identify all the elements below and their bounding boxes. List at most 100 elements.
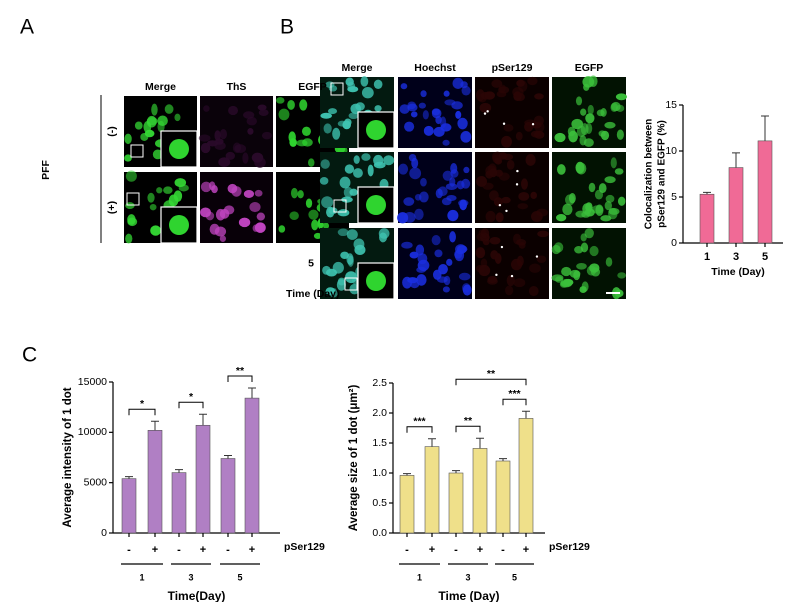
cell bbox=[361, 153, 371, 161]
cell bbox=[200, 142, 211, 154]
cell bbox=[580, 108, 587, 116]
cell bbox=[529, 263, 541, 274]
cell bbox=[323, 123, 332, 134]
cell bbox=[515, 131, 523, 141]
category-label: pSer129 bbox=[284, 541, 325, 553]
bar bbox=[399, 475, 415, 534]
cell bbox=[351, 277, 359, 285]
cell bbox=[200, 181, 212, 193]
cell bbox=[417, 253, 428, 265]
cell bbox=[561, 266, 572, 277]
cell bbox=[433, 126, 445, 137]
significance-bracket bbox=[128, 408, 156, 416]
aggregate bbox=[500, 245, 504, 249]
cell bbox=[219, 208, 230, 219]
panel-label: B bbox=[280, 16, 294, 39]
cell bbox=[346, 253, 354, 265]
error-bar bbox=[476, 437, 484, 449]
cell bbox=[313, 232, 322, 240]
aggregate bbox=[510, 274, 514, 278]
cell bbox=[576, 162, 587, 175]
cell bbox=[605, 194, 615, 203]
cell bbox=[339, 176, 351, 189]
cell bbox=[256, 212, 266, 221]
cell bbox=[528, 286, 539, 297]
cell bbox=[617, 196, 626, 206]
cell bbox=[556, 214, 567, 222]
x-tick-label: + bbox=[249, 544, 255, 556]
cell bbox=[576, 262, 587, 270]
cell bbox=[510, 258, 523, 271]
cell bbox=[249, 201, 261, 213]
cell bbox=[157, 120, 165, 133]
y-tick-label: 0.5 bbox=[372, 497, 387, 509]
cell bbox=[290, 187, 298, 199]
cell bbox=[254, 189, 263, 197]
y-tick-label: 5000 bbox=[84, 476, 108, 488]
y-tick-label: 15 bbox=[665, 99, 677, 111]
cell bbox=[322, 222, 330, 230]
cell bbox=[403, 197, 415, 206]
cell bbox=[491, 79, 503, 88]
cell bbox=[516, 79, 525, 87]
group-label: 3 bbox=[188, 572, 193, 582]
column-header: EGFP bbox=[298, 81, 327, 93]
cell bbox=[149, 203, 157, 211]
cell bbox=[423, 125, 434, 136]
row-label: (+) bbox=[106, 201, 118, 214]
cell bbox=[219, 128, 228, 140]
y-tick-label: 10000 bbox=[78, 426, 107, 438]
error-bar bbox=[199, 413, 207, 426]
cell bbox=[178, 184, 189, 192]
cell bbox=[461, 85, 471, 96]
cell bbox=[419, 191, 429, 203]
cell bbox=[530, 191, 538, 200]
bar bbox=[147, 430, 163, 534]
cell bbox=[462, 284, 472, 296]
cell bbox=[140, 132, 149, 141]
bar bbox=[121, 478, 137, 534]
cell bbox=[337, 228, 349, 237]
cell bbox=[299, 99, 308, 111]
significance-bracket bbox=[406, 426, 433, 433]
cell bbox=[156, 187, 163, 194]
cell bbox=[367, 164, 374, 177]
error-bar bbox=[175, 469, 183, 473]
cell bbox=[434, 249, 443, 258]
cell bbox=[415, 244, 425, 256]
cell bbox=[214, 130, 221, 141]
cell bbox=[319, 176, 329, 185]
cell bbox=[457, 117, 468, 130]
cell bbox=[584, 228, 594, 239]
cell bbox=[495, 212, 504, 223]
cell bbox=[257, 104, 267, 111]
cell bbox=[341, 196, 353, 203]
cell bbox=[534, 93, 544, 100]
cell bbox=[455, 110, 462, 119]
inset-box bbox=[344, 277, 358, 291]
y-axis-label: pSer129 and EGFP (%) bbox=[657, 120, 668, 228]
cell bbox=[450, 163, 458, 174]
y-tick-label: 15000 bbox=[78, 376, 107, 388]
cell bbox=[443, 90, 450, 97]
error-bar bbox=[761, 115, 769, 141]
cell bbox=[246, 116, 257, 126]
x-tick-label: - bbox=[501, 544, 505, 556]
cell bbox=[328, 85, 338, 92]
group-label: 1 bbox=[417, 572, 422, 582]
cell bbox=[569, 269, 581, 278]
cell bbox=[554, 132, 566, 143]
cell bbox=[232, 142, 242, 153]
cell bbox=[503, 124, 514, 132]
cell bbox=[580, 242, 589, 253]
inset-cell bbox=[169, 215, 189, 235]
aggregate bbox=[531, 123, 535, 126]
cell bbox=[288, 131, 296, 143]
cell bbox=[411, 157, 419, 169]
cell bbox=[600, 108, 607, 117]
cell bbox=[583, 138, 594, 147]
cell bbox=[353, 168, 363, 178]
error-bar bbox=[732, 152, 740, 168]
significance-bracket bbox=[502, 398, 527, 406]
